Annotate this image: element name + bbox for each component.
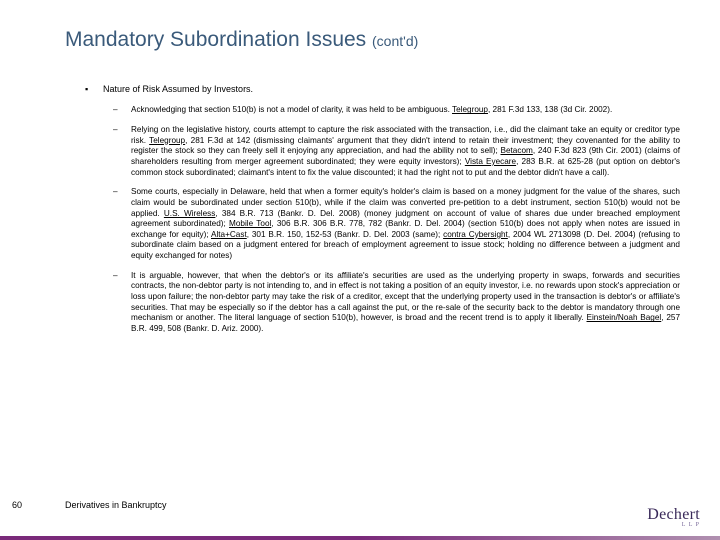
sub-bullet-2: – Relying on the legislative history, co… xyxy=(113,125,680,178)
sub-bullet-3: – Some courts, especially in Delaware, h… xyxy=(113,187,680,262)
dash-marker: – xyxy=(113,105,131,116)
case-cite: U.S. Wireless xyxy=(164,209,216,218)
content-area: ▪ Nature of Risk Assumed by Investors. –… xyxy=(65,84,680,335)
bottom-accent-bar xyxy=(0,536,720,540)
t: Acknowledging that section 510(b) is not… xyxy=(131,105,452,114)
sub-text-1: Acknowledging that section 510(b) is not… xyxy=(131,105,680,116)
case-cite: Telegroup xyxy=(452,105,488,114)
case-cite: Vista Eyecare xyxy=(465,157,516,166)
case-cite: Alta+Cast xyxy=(211,230,247,239)
bullet-main-text: Nature of Risk Assumed by Investors. xyxy=(103,84,680,95)
sub-text-2: Relying on the legislative history, cour… xyxy=(131,125,680,178)
case-cite: Betacom xyxy=(501,146,533,155)
footer-label: Derivatives in Bankruptcy xyxy=(65,500,167,510)
case-cite: Mobile Tool xyxy=(229,219,271,228)
bullet-level1: ▪ Nature of Risk Assumed by Investors. xyxy=(85,84,680,95)
bullet-marker-square: ▪ xyxy=(85,84,103,95)
dash-marker: – xyxy=(113,125,131,178)
slide-title: Mandatory Subordination Issues (cont'd) xyxy=(65,28,680,52)
sub-bullet-4: – It is arguable, however, that when the… xyxy=(113,271,680,335)
t: , 281 F.3d 133, 138 (3d Cir. 2002). xyxy=(488,105,612,114)
dash-marker: – xyxy=(113,187,131,262)
sub-text-3: Some courts, especially in Delaware, hel… xyxy=(131,187,680,262)
dechert-logo: Dechert L L P xyxy=(647,506,700,528)
case-cite: contra Cybersight xyxy=(443,230,508,239)
page-number: 60 xyxy=(12,500,22,510)
case-cite: Telegroup xyxy=(149,136,185,145)
sub-bullet-list: – Acknowledging that section 510(b) is n… xyxy=(85,105,680,334)
title-main: Mandatory Subordination Issues xyxy=(65,28,372,51)
title-cont: (cont'd) xyxy=(372,33,418,49)
slide-container: Mandatory Subordination Issues (cont'd) … xyxy=(0,0,720,540)
case-cite: Einstein/Noah Bagel xyxy=(587,313,662,322)
t: , 301 B.R. 150, 152-53 (Bankr. D. Del. 2… xyxy=(247,230,443,239)
dash-marker: – xyxy=(113,271,131,335)
sub-text-4: It is arguable, however, that when the d… xyxy=(131,271,680,335)
sub-bullet-1: – Acknowledging that section 510(b) is n… xyxy=(113,105,680,116)
